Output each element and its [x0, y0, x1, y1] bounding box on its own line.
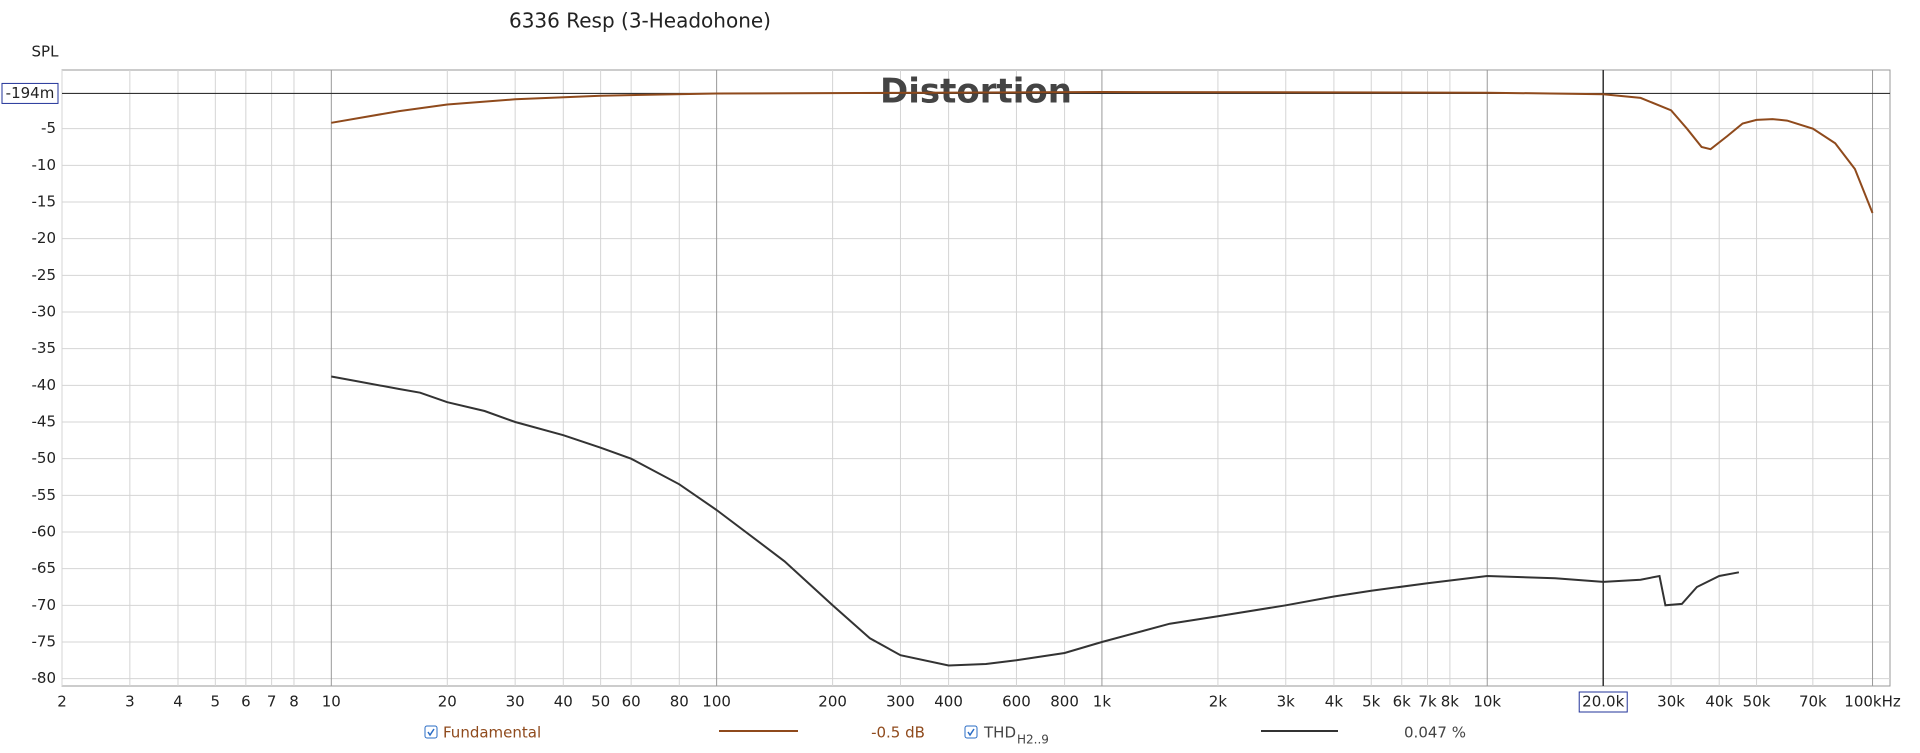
- y-tick-label: -35: [32, 339, 57, 357]
- cursor-box: [1578, 691, 1628, 713]
- y-tick-label: -75: [32, 633, 57, 651]
- legend-label: Fundamental: [443, 724, 541, 742]
- x-tick-label: 7k: [1418, 693, 1437, 711]
- x-tick-label: 2: [57, 693, 67, 711]
- x-tick-label: 40k: [1705, 693, 1733, 711]
- y-tick-label: -45: [32, 413, 57, 431]
- legend-label: THD: [983, 724, 1016, 742]
- legend-checkmark: [967, 728, 975, 737]
- x-tick-label: 5: [211, 693, 221, 711]
- y-axis-label: SPL: [32, 43, 60, 61]
- y-tick-label: -50: [32, 449, 57, 467]
- y-tick-label: -40: [32, 376, 57, 394]
- legend-readout: -0.5 dB: [871, 724, 925, 742]
- y-tick-label: -60: [32, 523, 57, 541]
- x-tick-label: 20: [438, 693, 457, 711]
- x-tick-label: 100kHz: [1844, 693, 1901, 711]
- y-tick-label: -55: [32, 486, 57, 504]
- y-tick-label: -20: [32, 229, 57, 247]
- x-tick-label: 40: [554, 693, 573, 711]
- x-tick-label: 400: [934, 693, 963, 711]
- x-tick-label: 6k: [1393, 693, 1412, 711]
- x-tick-label: 8: [289, 693, 299, 711]
- y-tick-label: -70: [32, 596, 57, 614]
- x-tick-label: 5k: [1362, 693, 1381, 711]
- y-tick-label: -5: [41, 119, 56, 137]
- x-tick-label: 70k: [1799, 693, 1827, 711]
- x-tick-label: 100: [702, 693, 731, 711]
- x-tick-label: 7: [267, 693, 277, 711]
- legend-checkbox[interactable]: [964, 725, 978, 739]
- y-tick-label: -80: [32, 669, 57, 687]
- legend-checkbox[interactable]: [424, 725, 438, 739]
- legend-checkmark: [427, 728, 435, 737]
- x-cursor-label: 20.0k: [1582, 693, 1624, 711]
- x-tick-label: 3: [125, 693, 135, 711]
- x-tick-label: 6: [241, 693, 251, 711]
- legend-readout: 0.047 %: [1404, 724, 1466, 742]
- x-tick-label: 8k: [1441, 693, 1460, 711]
- x-tick-label: 30k: [1657, 693, 1685, 711]
- x-tick-label: 800: [1050, 693, 1079, 711]
- legend-subscript: H2..9: [1017, 733, 1049, 747]
- x-tick-label: 50k: [1743, 693, 1771, 711]
- cursor-box: [1, 82, 59, 104]
- y-tick-label: -10: [32, 156, 57, 174]
- x-tick-label: 300: [886, 693, 915, 711]
- y-tick-label: -30: [32, 303, 57, 321]
- x-tick-label: 80: [670, 693, 689, 711]
- series-line: [331, 90, 1874, 214]
- x-tick-label: 60: [622, 693, 641, 711]
- x-tick-label: 10: [322, 693, 341, 711]
- x-tick-label: 50: [591, 693, 610, 711]
- y-cursor-label: -194m: [6, 84, 55, 102]
- chart-title: 6336 Resp (3-Headohone): [509, 9, 771, 33]
- plot-area: [61, 69, 1891, 687]
- x-tick-label: 200: [818, 693, 847, 711]
- y-tick-label: -65: [32, 559, 57, 577]
- x-tick-label: 1k: [1093, 693, 1112, 711]
- x-tick-label: 10k: [1473, 693, 1501, 711]
- x-tick-label: 3k: [1277, 693, 1296, 711]
- y-tick-label: -25: [32, 266, 57, 284]
- y-tick-label: -15: [32, 193, 57, 211]
- x-tick-label: 30: [506, 693, 525, 711]
- x-tick-label: 2k: [1209, 693, 1228, 711]
- x-tick-label: 4: [173, 693, 183, 711]
- x-tick-label: 600: [1002, 693, 1031, 711]
- x-tick-label: 4k: [1325, 693, 1344, 711]
- series-line: [331, 375, 1740, 667]
